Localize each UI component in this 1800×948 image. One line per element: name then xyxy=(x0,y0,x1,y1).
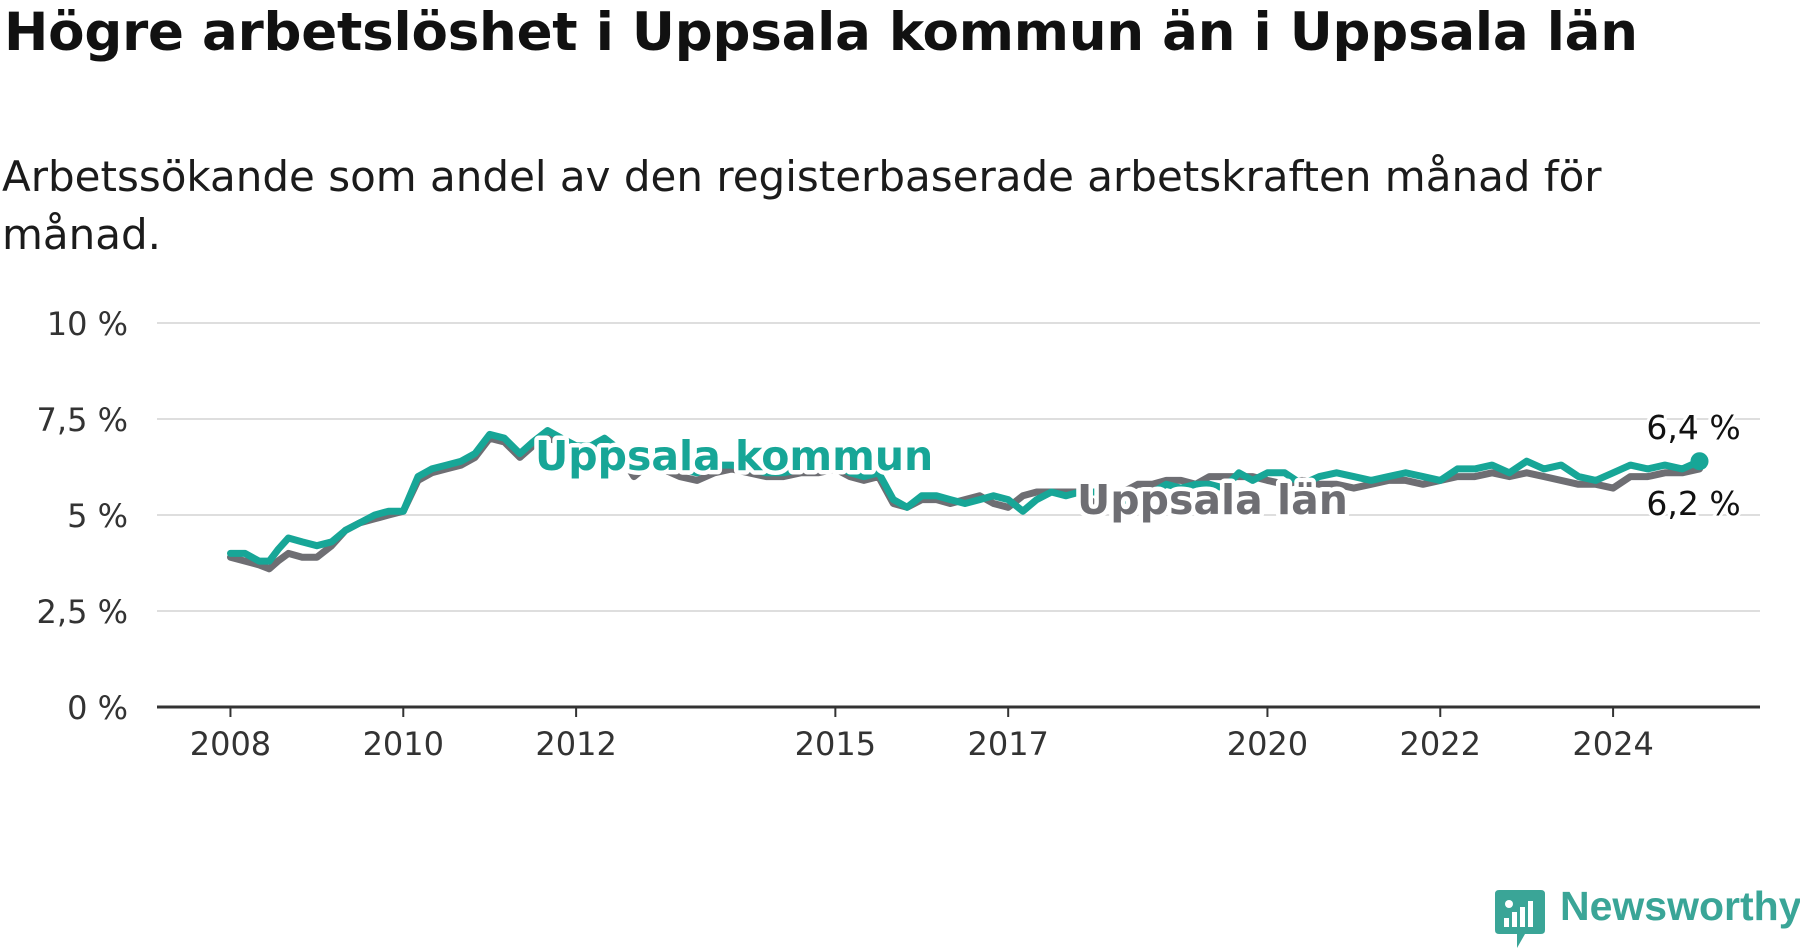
newsworthy-logo-icon xyxy=(1495,890,1545,948)
series-lines xyxy=(227,427,1709,573)
x-tick-label: 2020 xyxy=(1227,725,1308,763)
end-value-label-uppsala-kommun: 6,4 % xyxy=(1646,408,1740,447)
x-tick-label: 2008 xyxy=(190,725,271,763)
series-labels: 6,2 % 6,4 % Uppsala kommun Uppsala län xyxy=(531,405,1744,528)
y-tick-label: 0 % xyxy=(67,689,128,727)
y-tick-label: 7,5 % xyxy=(37,401,128,439)
end-point-uppsala-kommun xyxy=(1690,452,1709,471)
series-label-uppsala-lan: Uppsala län xyxy=(1077,476,1348,524)
x-tick-label: 2010 xyxy=(363,725,444,763)
y-axis-ticks: 0 % 2,5 % 5 % 7,5 % 10 % xyxy=(37,305,128,727)
y-tick-label: 10 % xyxy=(47,305,128,343)
x-axis-ticks: 2008 2010 2012 2015 2017 2020 2022 2024 xyxy=(190,707,1654,763)
x-tick-label: 2015 xyxy=(795,725,876,763)
x-tick-label: 2012 xyxy=(535,725,616,763)
y-tick-label: 2,5 % xyxy=(37,593,128,631)
series-line-uppsala-kommun xyxy=(227,427,1703,565)
y-tick-label: 5 % xyxy=(67,497,128,535)
series-line-uppsala-lan xyxy=(227,434,1703,573)
brand-name: Newsworthy xyxy=(1560,883,1800,929)
chart-title: Högre arbetslöshet i Uppsala kommun än i… xyxy=(4,2,1638,63)
series-label-uppsala-kommun: Uppsala kommun xyxy=(535,432,933,480)
gridlines xyxy=(157,322,1760,709)
chart-subtitle: Arbetssökande som andel av den registerb… xyxy=(2,152,1602,259)
x-tick-label: 2022 xyxy=(1400,725,1481,763)
x-tick-label: 2024 xyxy=(1572,725,1653,763)
end-value-label-uppsala-lan: 6,2 % xyxy=(1646,484,1740,523)
x-tick-label: 2017 xyxy=(967,725,1048,763)
